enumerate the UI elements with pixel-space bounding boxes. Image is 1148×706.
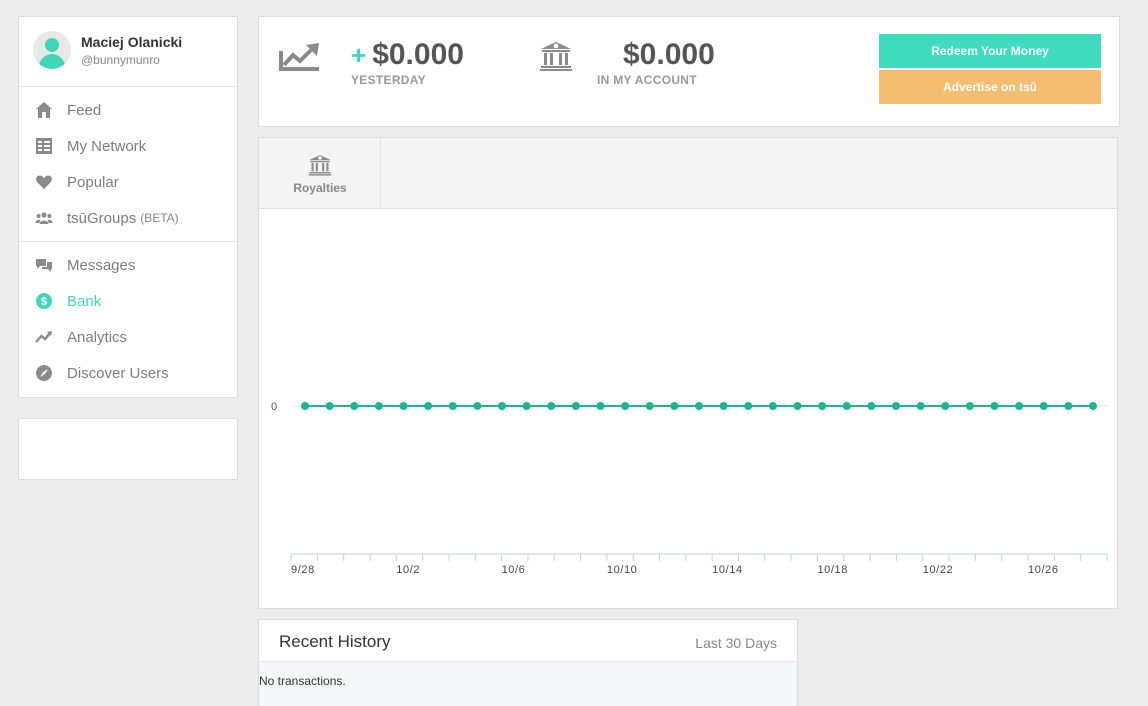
sidebar: Maciej Olanicki @bunnymunro Feed My Netw… <box>18 16 238 398</box>
bank-icon <box>539 41 573 76</box>
data-point[interactable] <box>744 402 753 410</box>
profile-card[interactable]: Maciej Olanicki @bunnymunro <box>19 17 237 87</box>
nav-group-main: Feed My Network Popular tsūGroups (BETA) <box>19 87 237 242</box>
data-point[interactable] <box>1064 402 1073 410</box>
data-point[interactable] <box>571 402 580 410</box>
data-point[interactable] <box>596 402 605 410</box>
sidebar-item-popular[interactable]: Popular <box>19 164 237 200</box>
yesterday-sign: + <box>351 40 367 70</box>
sidebar-item-label: My Network <box>67 137 147 155</box>
sidebar-item-label: Analytics <box>67 328 128 346</box>
x-tick-label: 10/2 <box>396 564 420 576</box>
history-list: No transactions. <box>259 662 797 706</box>
royalties-line-chart: 0 9/28 10/2 10/6 10/10 10/14 10/18 10/22 10/26 <box>271 401 1108 576</box>
sidebar-item-label: Feed <box>67 101 102 119</box>
data-point[interactable] <box>621 402 630 410</box>
beta-badge: (BETA) <box>140 211 179 225</box>
sidebar-item-messages[interactable]: Messages <box>19 247 237 283</box>
yesterday-label: YESTERDAY <box>351 73 426 87</box>
data-point[interactable] <box>719 402 728 410</box>
sidebar-item-label: tsūGroups <box>67 209 137 227</box>
sidebar-widget <box>18 418 238 480</box>
history-range[interactable]: Last 30 Days <box>695 635 777 651</box>
data-point[interactable] <box>473 402 482 410</box>
data-point[interactable] <box>1089 402 1097 410</box>
data-point[interactable] <box>325 402 334 410</box>
data-point[interactable] <box>916 402 925 410</box>
history-header: Recent History Last 30 Days <box>259 620 797 662</box>
groups-icon <box>35 209 53 227</box>
sidebar-item-label: Bank <box>67 292 102 310</box>
sidebar-item-discover-users[interactable]: Discover Users <box>19 355 237 391</box>
profile-handle: @bunnymunro <box>81 53 160 67</box>
data-point[interactable] <box>301 402 309 410</box>
royalties-chart-panel: Royalties 0 9/28 10/2 10/6 10/10 10/14 10/18 10… <box>258 137 1118 609</box>
history-title: Recent History <box>279 632 391 651</box>
bank-icon <box>308 154 332 181</box>
data-point[interactable] <box>424 402 433 410</box>
x-tick-label: 10/26 <box>1028 564 1059 576</box>
yesterday-amount: $0.000 <box>372 38 464 71</box>
x-tick-label: 10/10 <box>607 564 638 576</box>
data-point[interactable] <box>695 402 703 410</box>
x-tick-label: 10/18 <box>817 564 848 576</box>
data-point[interactable] <box>350 402 359 410</box>
sidebar-item-analytics[interactable]: Analytics <box>19 319 237 355</box>
sidebar-item-label: Messages <box>67 256 136 274</box>
network-icon <box>35 137 53 155</box>
data-point[interactable] <box>374 402 383 410</box>
data-point[interactable] <box>941 402 950 410</box>
y-tick-label: 0 <box>271 401 277 413</box>
profile-name[interactable]: Maciej Olanicki <box>81 34 183 50</box>
earnings-summary: + $0.000 YESTERDAY $0.000 IN MY ACCOUNT R… <box>258 16 1120 127</box>
account-balance: $0.000 <box>623 38 715 71</box>
data-point[interactable] <box>990 402 999 410</box>
data-point[interactable] <box>645 402 654 410</box>
sidebar-item-label: Popular <box>67 173 119 191</box>
tab-label: Royalties <box>293 181 347 195</box>
x-tick-label: 9/28 <box>291 564 315 576</box>
dollar-icon: $ <box>35 292 53 310</box>
advertise-button[interactable]: Advertise on tsū <box>879 70 1101 104</box>
x-tick-label: 10/6 <box>502 564 526 576</box>
data-point[interactable] <box>670 402 679 410</box>
home-icon <box>35 101 53 119</box>
analytics-icon <box>35 328 53 346</box>
x-tick-label: 10/22 <box>923 564 954 576</box>
nav-group-secondary: Messages $ Bank Analytics Discover Users <box>19 242 237 396</box>
data-point[interactable] <box>547 402 556 410</box>
data-point[interactable] <box>793 402 802 410</box>
recent-history-panel: Recent History Last 30 Days No transacti… <box>258 619 798 706</box>
sidebar-item-feed[interactable]: Feed <box>19 92 237 128</box>
sidebar-item-bank[interactable]: $ Bank <box>19 283 237 319</box>
empty-state-text: No transactions. <box>259 674 346 688</box>
data-point[interactable] <box>867 402 876 410</box>
data-point[interactable] <box>399 402 408 410</box>
data-point[interactable] <box>1039 402 1048 410</box>
avatar[interactable] <box>33 31 71 69</box>
trend-up-icon <box>277 41 321 78</box>
tab-royalties[interactable]: Royalties <box>259 138 381 208</box>
data-point[interactable] <box>965 402 974 410</box>
sidebar-item-my-network[interactable]: My Network <box>19 128 237 164</box>
data-point[interactable] <box>818 402 827 410</box>
compass-icon <box>35 364 53 382</box>
data-point[interactable] <box>498 402 506 410</box>
account-label: IN MY ACCOUNT <box>597 73 697 87</box>
heart-icon <box>35 173 53 191</box>
data-point[interactable] <box>1015 402 1024 410</box>
data-point[interactable] <box>448 402 457 410</box>
messages-icon <box>35 256 53 274</box>
sidebar-item-label: Discover Users <box>67 364 169 382</box>
chart-tabs: Royalties <box>259 138 1117 209</box>
data-point[interactable] <box>842 402 851 410</box>
data-point[interactable] <box>522 402 531 410</box>
sidebar-item-tsugroups[interactable]: tsūGroups (BETA) <box>19 200 237 236</box>
data-point[interactable] <box>892 402 900 410</box>
x-tick-label: 10/14 <box>712 564 743 576</box>
data-point[interactable] <box>768 402 777 410</box>
redeem-money-button[interactable]: Redeem Your Money <box>879 34 1101 68</box>
yesterday-earnings: + $0.000 <box>351 38 464 72</box>
svg-text:$: $ <box>41 296 47 308</box>
